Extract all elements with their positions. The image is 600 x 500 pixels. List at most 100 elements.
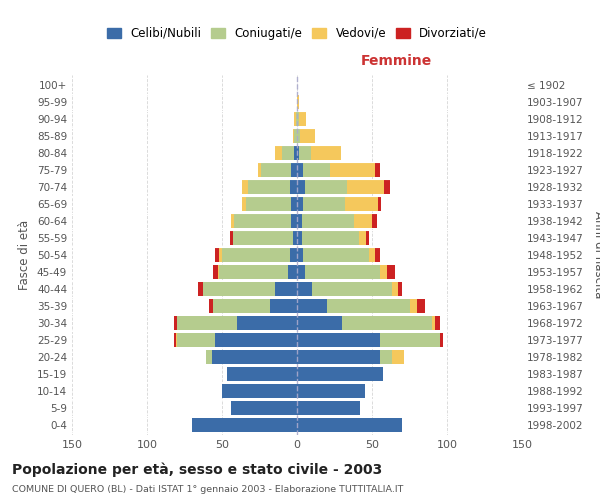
Bar	[297, 366, 383, 381]
Bar	[294, 146, 297, 160]
Bar	[248, 180, 290, 194]
Bar	[375, 163, 380, 178]
Bar	[297, 231, 302, 245]
Bar	[372, 214, 377, 228]
Bar	[215, 332, 297, 347]
Y-axis label: Anni di nascita: Anni di nascita	[592, 212, 600, 298]
Bar	[305, 265, 380, 279]
Bar	[409, 298, 417, 313]
Bar	[297, 197, 303, 212]
Bar	[384, 180, 390, 194]
Bar	[237, 316, 297, 330]
Bar	[288, 265, 297, 279]
Legend: Celibi/Nubili, Coniugati/e, Vedovi/e, Divorziati/e: Celibi/Nubili, Coniugati/e, Vedovi/e, Di…	[103, 24, 491, 44]
Bar	[241, 197, 246, 212]
Bar	[327, 298, 409, 313]
Bar	[222, 384, 297, 398]
Bar	[300, 129, 315, 144]
Bar	[302, 231, 359, 245]
Bar	[303, 197, 345, 212]
Bar	[432, 316, 435, 330]
Bar	[294, 112, 296, 126]
Bar	[241, 180, 248, 194]
Bar	[215, 248, 219, 262]
Bar	[380, 350, 392, 364]
Bar	[290, 180, 297, 194]
Bar	[213, 265, 218, 279]
Bar	[380, 332, 439, 347]
Bar	[219, 265, 288, 279]
Bar	[205, 350, 212, 364]
Bar	[233, 231, 293, 245]
Bar	[231, 214, 234, 228]
Bar	[177, 316, 237, 330]
Bar	[174, 332, 176, 347]
Bar	[354, 214, 372, 228]
Bar	[192, 418, 297, 432]
Bar	[297, 316, 342, 330]
Bar	[302, 214, 354, 228]
Bar	[291, 197, 297, 212]
Bar	[366, 231, 369, 245]
Bar	[297, 146, 299, 160]
Bar	[291, 163, 297, 178]
Bar	[303, 163, 330, 178]
Bar	[297, 248, 303, 262]
Bar	[347, 180, 384, 194]
Bar	[299, 146, 311, 160]
Bar	[296, 112, 297, 126]
Bar	[275, 146, 282, 160]
Bar	[297, 400, 360, 415]
Bar	[297, 129, 300, 144]
Bar	[203, 282, 275, 296]
Bar	[275, 282, 297, 296]
Bar	[297, 282, 312, 296]
Bar	[375, 248, 380, 262]
Bar	[435, 316, 439, 330]
Bar	[299, 112, 306, 126]
Bar	[219, 248, 222, 262]
Bar	[297, 180, 305, 194]
Bar	[297, 112, 299, 126]
Text: COMUNE DI QUERO (BL) - Dati ISTAT 1° gennaio 2003 - Elaborazione TUTTITALIA.IT: COMUNE DI QUERO (BL) - Dati ISTAT 1° gen…	[12, 485, 403, 494]
Bar	[270, 298, 297, 313]
Bar	[282, 146, 294, 160]
Bar	[246, 197, 291, 212]
Bar	[234, 214, 291, 228]
Bar	[392, 282, 398, 296]
Bar	[297, 298, 327, 313]
Bar	[297, 265, 305, 279]
Text: Popolazione per età, sesso e stato civile - 2003: Popolazione per età, sesso e stato civil…	[12, 462, 382, 477]
Bar	[222, 248, 290, 262]
Bar	[369, 248, 375, 262]
Bar	[174, 316, 177, 330]
Bar	[312, 282, 392, 296]
Bar	[213, 298, 270, 313]
Bar	[258, 163, 261, 178]
Bar	[229, 231, 233, 245]
Bar	[417, 298, 425, 313]
Bar	[439, 332, 443, 347]
Y-axis label: Fasce di età: Fasce di età	[19, 220, 31, 290]
Bar	[297, 384, 365, 398]
Bar	[303, 248, 369, 262]
Bar	[378, 197, 381, 212]
Bar	[176, 332, 177, 347]
Bar	[227, 366, 297, 381]
Bar	[398, 282, 402, 296]
Bar	[345, 197, 378, 212]
Bar	[209, 298, 213, 313]
Bar	[387, 265, 395, 279]
Bar	[359, 231, 366, 245]
Text: Femmine: Femmine	[361, 54, 431, 68]
Bar	[330, 163, 375, 178]
Bar	[305, 180, 347, 194]
Bar	[311, 146, 341, 160]
Bar	[218, 265, 219, 279]
Bar	[231, 400, 297, 415]
Bar	[261, 163, 291, 178]
Bar	[290, 248, 297, 262]
Bar	[297, 214, 302, 228]
Bar	[297, 95, 299, 110]
Bar	[293, 231, 297, 245]
